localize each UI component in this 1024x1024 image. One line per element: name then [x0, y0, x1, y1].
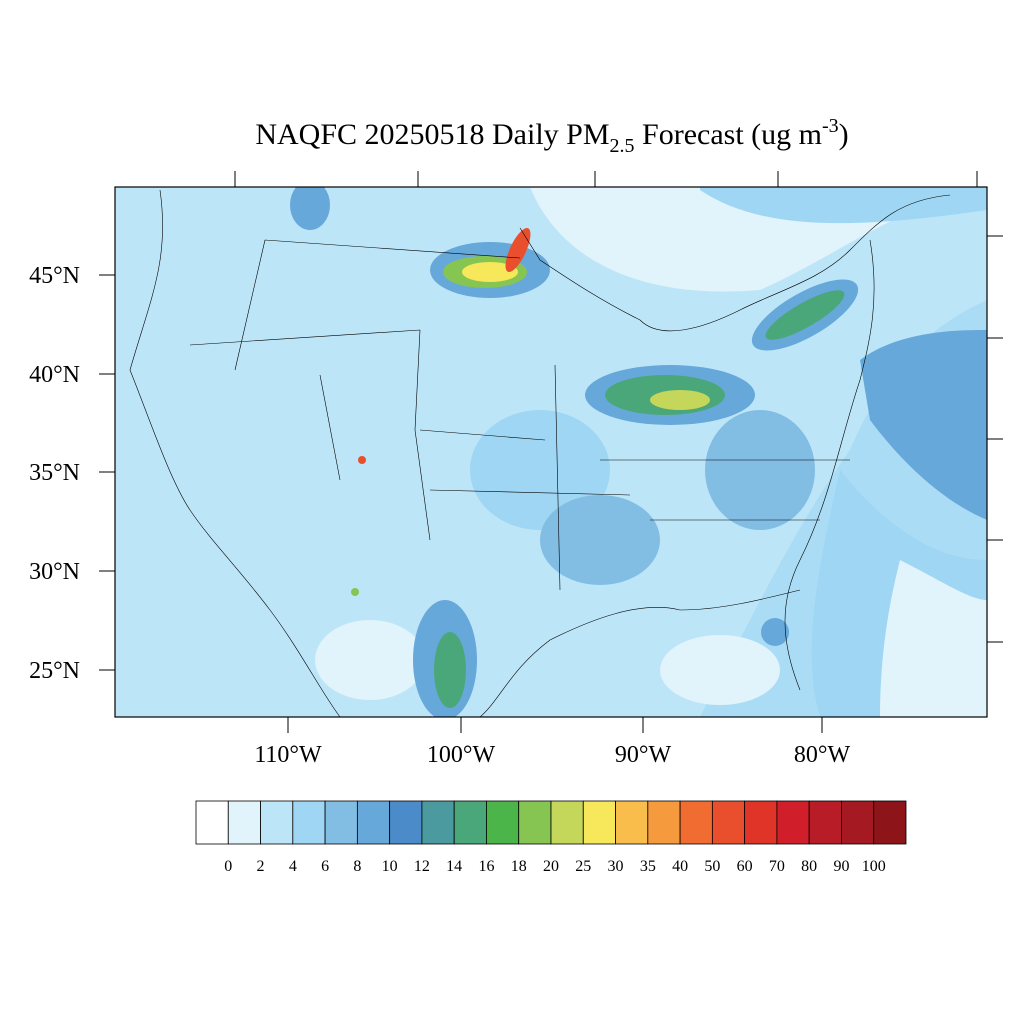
colorbar: 0 2 4 6 8 10 12 14 16 18 20 25 30 35 40 50 60 70 80 90 100 [195, 800, 907, 875]
colorbar-box [389, 800, 423, 845]
colorbar-label: 18 [511, 858, 527, 875]
colorbar-label: 20 [543, 858, 559, 875]
map-field [115, 187, 987, 717]
title-sub: 2.5 [610, 135, 635, 157]
colorbar-label: 100 [862, 858, 886, 875]
lat-label: 45°N [29, 263, 80, 289]
colorbar-box [841, 800, 875, 845]
colorbar-label: 30 [608, 858, 624, 875]
colorbar-box [744, 800, 778, 845]
colorbar-label: 40 [672, 858, 688, 875]
title-rest: Forecast (ug m [635, 118, 822, 151]
title-main: NAQFC 20250518 Daily PM [255, 118, 609, 151]
colorbar-label: 16 [478, 858, 494, 875]
colorbar-box [453, 800, 487, 845]
colorbar-label: 2 [257, 858, 265, 875]
frame-ticks [99, 171, 1003, 733]
lon-label: 100°W [427, 742, 496, 768]
colorbar-label: 90 [833, 858, 849, 875]
colorbar-label: 4 [289, 858, 297, 875]
title-sup: -3 [822, 115, 839, 137]
colorbar-box [486, 800, 520, 845]
colorbar-box [647, 800, 681, 845]
lat-label: 30°N [29, 559, 80, 585]
colorbar-box [356, 800, 391, 845]
colorbar-box [260, 800, 294, 845]
lat-label: 40°N [29, 362, 80, 388]
lon-label: 80°W [794, 742, 851, 768]
colorbar-box [227, 800, 261, 845]
colorbar-label: 70 [769, 858, 785, 875]
colorbar-box [518, 800, 552, 845]
colorbar-box [582, 800, 616, 845]
colorbar-label: 35 [640, 858, 656, 875]
map-frame [114, 186, 988, 718]
colorbar-box [195, 800, 229, 845]
colorbar-label: 80 [801, 858, 817, 875]
map-title: NAQFC 20250518 Daily PM2.5 Forecast (ug … [255, 115, 848, 157]
colorbar-box [615, 800, 649, 845]
lon-labels: 110°W 100°W 90°W 80°W [254, 742, 850, 768]
colorbar-label: 0 [224, 858, 232, 875]
lon-label: 90°W [615, 742, 672, 768]
colorbar-label: 6 [321, 858, 329, 875]
colorbar-box [421, 800, 455, 845]
lat-label: 25°N [29, 658, 80, 684]
lon-label: 110°W [254, 742, 322, 768]
colorbar-label: 60 [737, 858, 753, 875]
colorbar-box [550, 800, 584, 845]
colorbar-box [776, 800, 810, 845]
colorbar-label: 8 [353, 858, 361, 875]
colorbar-box [808, 800, 842, 845]
colorbar-label: 10 [382, 858, 398, 875]
colorbar-box [873, 800, 907, 845]
colorbar-label: 14 [446, 858, 462, 875]
colorbar-label: 50 [704, 858, 720, 875]
colorbar-box [711, 800, 746, 845]
colorbar-label: 25 [575, 858, 591, 875]
colorbar-box [679, 800, 713, 845]
colorbar-box [324, 800, 358, 845]
colorbar-box [292, 800, 326, 845]
lat-label: 35°N [29, 460, 80, 486]
lat-labels: 45°N 40°N 35°N 30°N 25°N [29, 263, 80, 684]
colorbar-label: 12 [414, 858, 430, 875]
title-close: ) [839, 118, 849, 151]
